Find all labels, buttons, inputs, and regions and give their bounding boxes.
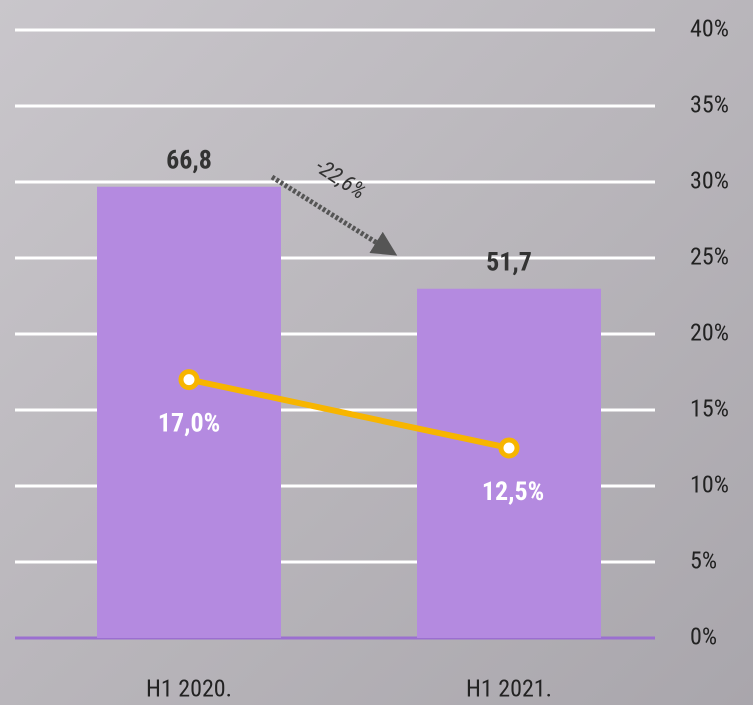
x-tick-label: H1 2020. [146, 674, 232, 702]
y2-tick-label: 40% [690, 14, 729, 42]
y2-tick-label: 20% [690, 318, 729, 346]
bar [417, 288, 601, 638]
line-value-label: 12,5% [482, 477, 544, 507]
line [188, 376, 510, 451]
y2-tick-label: 0% [690, 622, 717, 650]
y2-tick-label: 25% [690, 242, 729, 270]
change-arrow [270, 174, 398, 256]
bar [97, 186, 281, 638]
bar-value-label: 66,8 [166, 146, 212, 176]
y2-tick-label: 35% [690, 90, 729, 118]
y2-tick-label: 10% [690, 470, 729, 498]
y2-tick-label: 5% [690, 546, 717, 574]
line-value-label: 17,0% [158, 408, 220, 438]
x-tick-label: H1 2021. [466, 674, 552, 702]
y2-tick-label: 15% [690, 394, 729, 422]
line-point [498, 437, 520, 459]
y2-tick-label: 30% [690, 166, 729, 194]
bar-value-label: 51,7 [486, 248, 532, 278]
line-point [178, 369, 200, 391]
